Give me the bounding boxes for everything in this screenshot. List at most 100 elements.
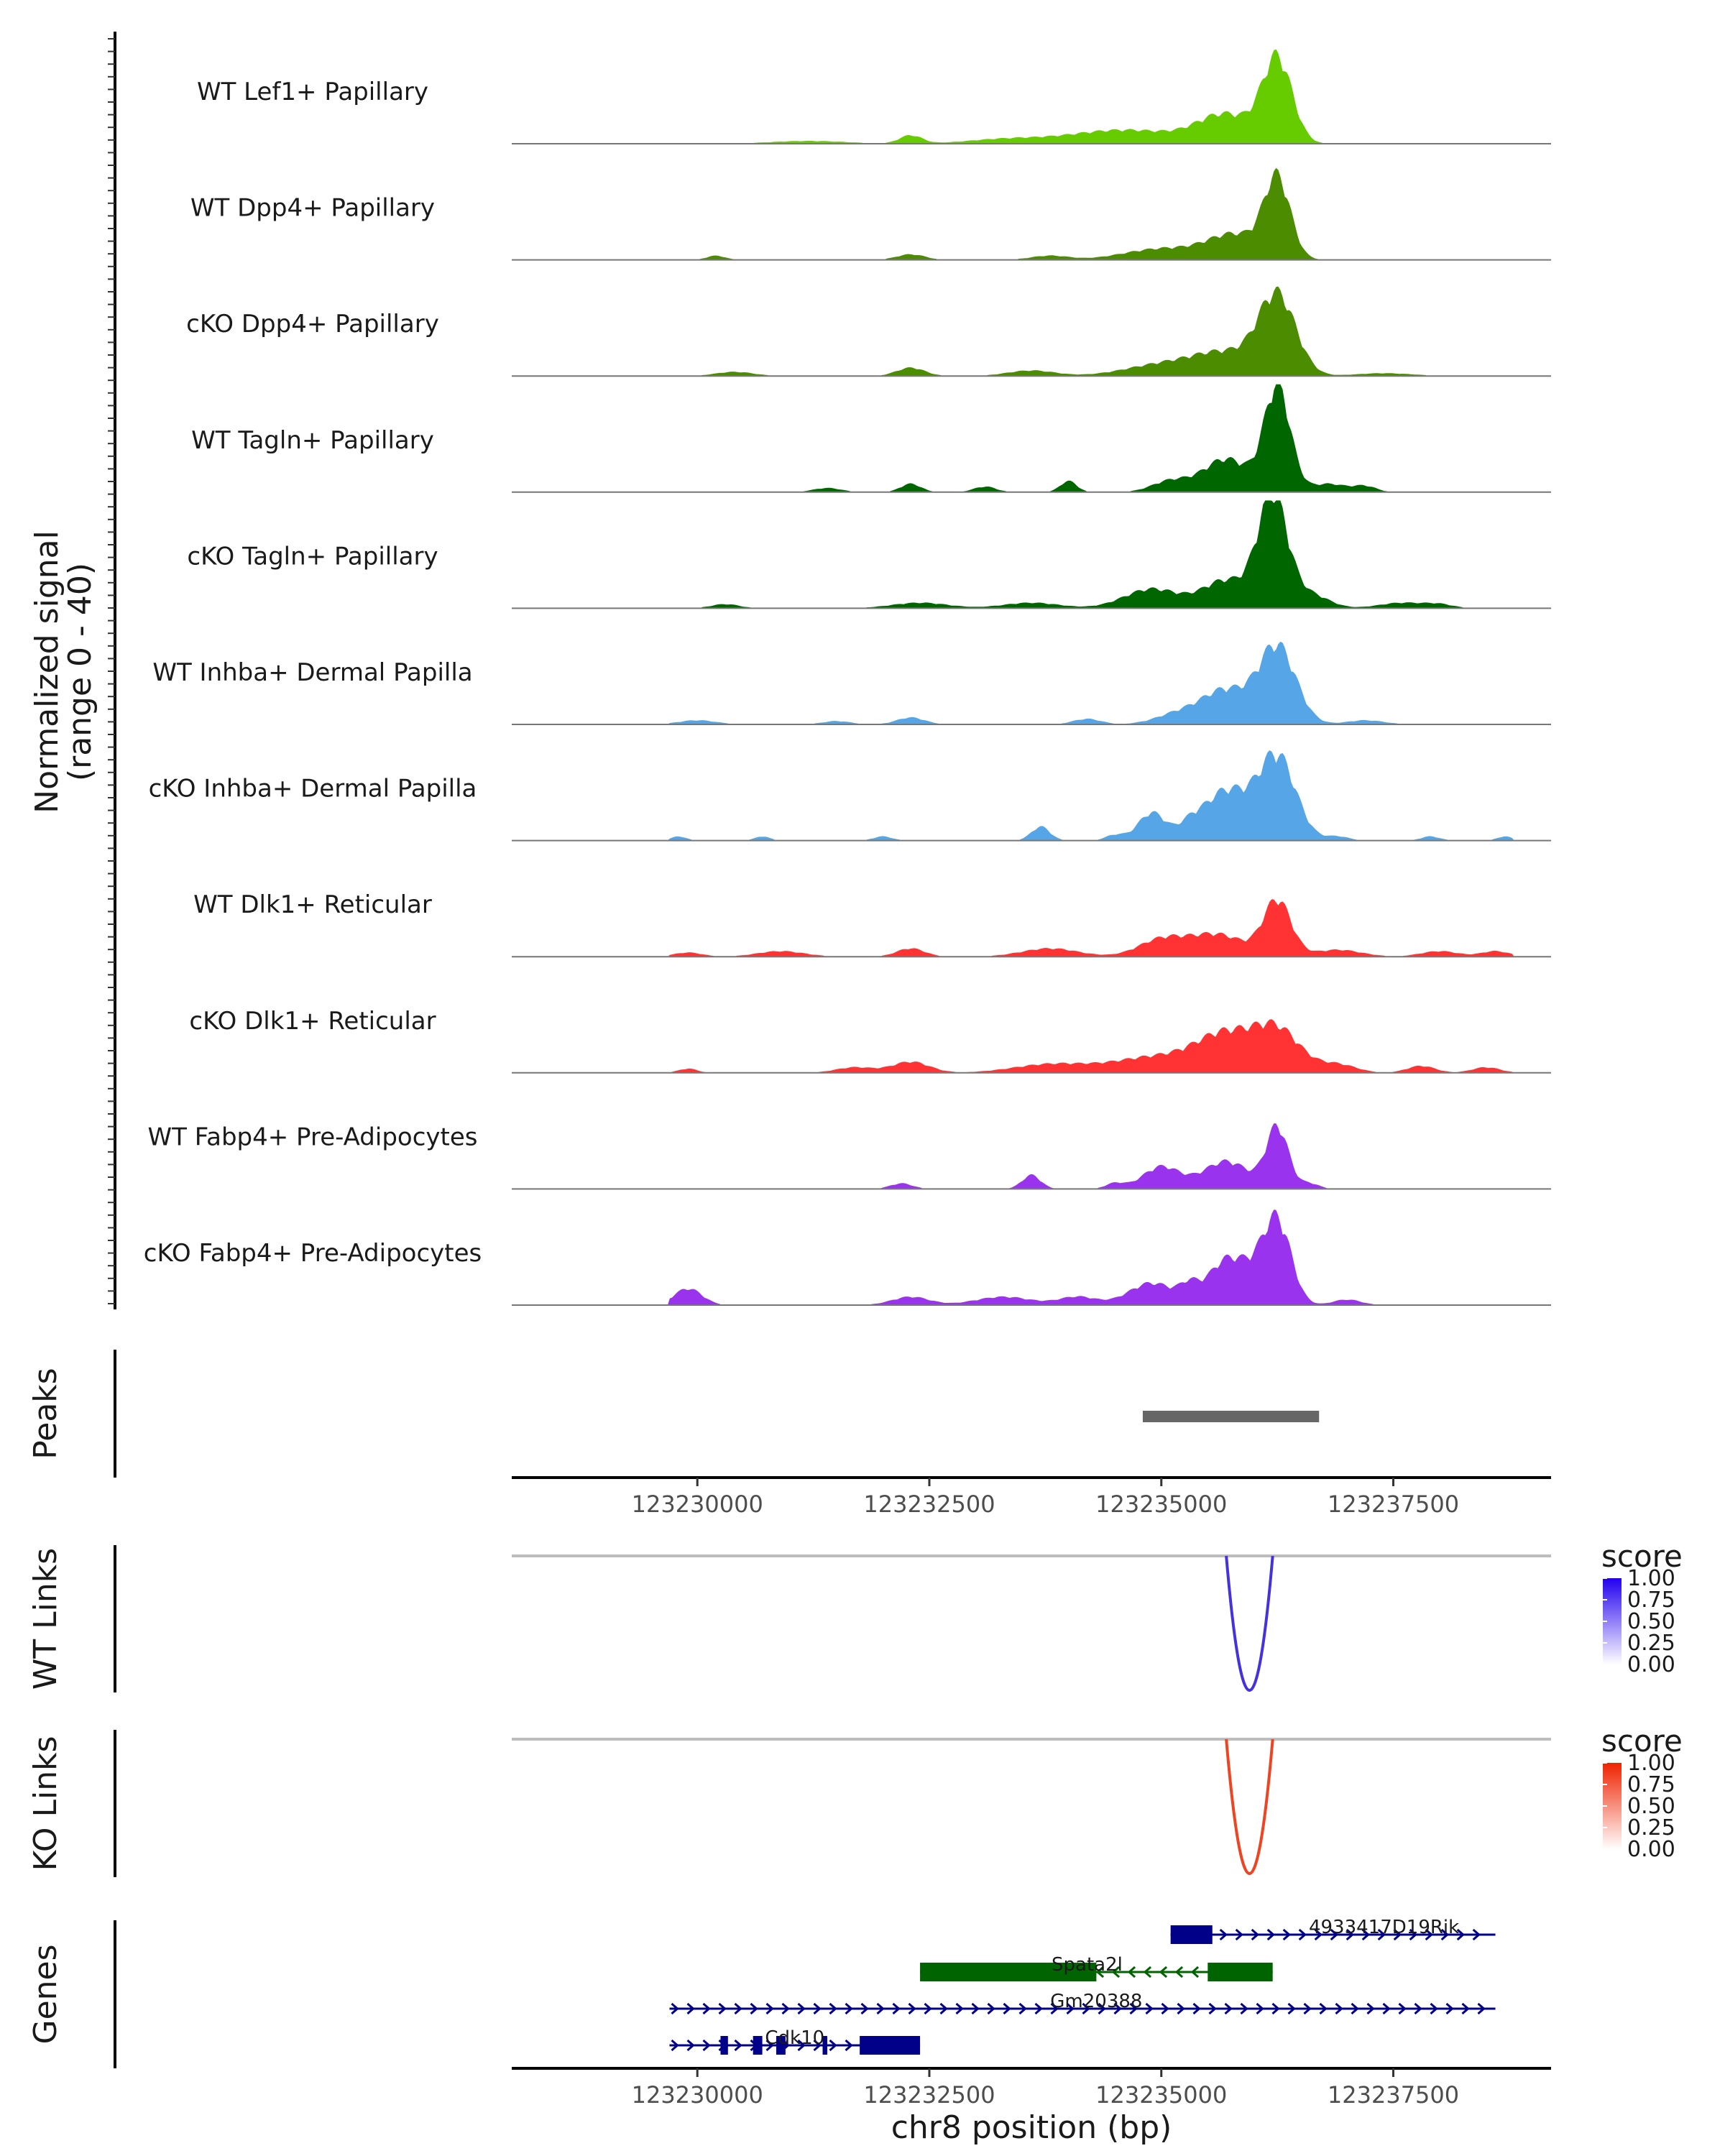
coverage-track: cKO Inhba+ Dermal Papilla [149, 750, 1551, 842]
gene-strand-chevron [750, 2002, 758, 2015]
coverage-track: cKO Fabp4+ Pre-Adipocytes [144, 1210, 1551, 1306]
coverage-area [512, 899, 1551, 957]
coverage-area [512, 49, 1551, 144]
gene-models: 4933417D19Rik Spata2l Gm20388 Cdk10 [669, 1917, 1496, 2055]
gene-label: Gm20388 [1050, 1991, 1142, 2012]
coverage-track: cKO Dpp4+ Papillary [186, 286, 1551, 377]
gene-strand-chevron [860, 2002, 869, 2015]
gene-strand-chevron [734, 2039, 742, 2052]
gene-strand-chevron [1351, 2002, 1359, 2015]
gene-strand-chevron [845, 2002, 853, 2015]
gene-strand-chevron [1409, 1928, 1417, 1941]
gene-strand-chevron [718, 2002, 727, 2015]
coverage-track-label: WT Inhba+ Dermal Papilla [152, 658, 472, 687]
gene-strand-chevron [924, 2002, 932, 2015]
gene-strand-chevron [1271, 2002, 1280, 2015]
gene-strand-chevron [1398, 2002, 1407, 2015]
x-axis-tick-label: 123237500 [1328, 2081, 1459, 2109]
gene-strand-chevron [1377, 1928, 1386, 1941]
genes-panel-label: Genes [27, 1944, 64, 2044]
x-axis-peaks: 123230000 123232500 123235000 123237500 [512, 1476, 1551, 1518]
gene-strand-chevron [734, 2002, 742, 2015]
gene-strand-chevron [686, 2002, 695, 2015]
coverage-area [512, 286, 1551, 377]
gene-strand-chevron [1440, 1928, 1449, 1941]
gene-strand-chevron [1330, 1928, 1338, 1941]
gene-strand-chevron [797, 2039, 806, 2052]
coverage-track-label: WT Dlk1+ Reticular [193, 890, 432, 919]
coverage-area [512, 167, 1551, 260]
legend-tick-label: 0.75 [1627, 1772, 1675, 1797]
gene-strand-chevron [671, 2002, 679, 2015]
coverage-track: WT Fabp4+ Pre-Adipocytes [148, 1123, 1551, 1190]
gene-strand-chevron [1319, 2002, 1328, 2015]
coverage-track: WT Dpp4+ Papillary [190, 167, 1551, 261]
gene-label: 4933417D19Rik [1309, 1917, 1459, 1938]
gene-strand-chevron [987, 2002, 995, 2015]
gene-strand-chevron [1314, 1928, 1322, 1941]
gene-strand-chevron [671, 2039, 679, 2052]
gene-strand-chevron [765, 2002, 774, 2015]
gene-strand-chevron [971, 2002, 980, 2015]
gene-strand-chevron [1335, 2002, 1343, 2015]
gene-strand-chevron [797, 2002, 806, 2015]
gene-exon [860, 2036, 921, 2055]
coverage-area [512, 1123, 1551, 1189]
coverage-track: cKO Dlk1+ Reticular [189, 1007, 1551, 1074]
gene-strand-chevron [813, 2039, 822, 2052]
coverage-ylabel-line1: Normalized signal [29, 530, 65, 814]
legend-tick-label: 1.00 [1627, 1751, 1675, 1776]
gene-strand-chevron [1282, 1928, 1291, 1941]
gene-label: Spata2l [1052, 1954, 1123, 1976]
coverage-track-label: cKO Tagln+ Papillary [187, 542, 438, 571]
gene-strand-chevron [1303, 2002, 1312, 2015]
gene-strand-chevron [1477, 2002, 1486, 2015]
gene-strand-chevron [702, 2039, 711, 2052]
gene-strand-chevron [1145, 2002, 1154, 2015]
gene-strand-chevron [845, 2039, 853, 2052]
gene-strand-chevron [1414, 2002, 1422, 2015]
coverage-track-label: cKO Inhba+ Dermal Papilla [149, 775, 477, 803]
legend-title: score [1601, 1723, 1683, 1759]
peak-interval [1142, 1411, 1320, 1422]
coverage-track: WT Tagln+ Papillary [191, 384, 1551, 493]
gene-exon [1208, 1963, 1273, 1981]
gene-strand-chevron [1472, 1928, 1481, 1941]
x-axis-tick-label: 123230000 [632, 2081, 763, 2109]
gene-strand-chevron [1129, 2002, 1138, 2015]
gene-strand-chevron [1266, 1928, 1275, 1941]
gene-strand-chevron [1066, 2002, 1075, 2015]
gene-strand-chevron [1366, 2002, 1375, 2015]
link-arc [1225, 1738, 1274, 1875]
coverage-track-label: WT Fabp4+ Pre-Adipocytes [148, 1123, 478, 1151]
gene-strand-chevron [876, 2002, 885, 2015]
links-panel-label: KO Links [27, 1736, 64, 1871]
gene-strand-chevron [1445, 2002, 1454, 2015]
gene-strand-chevron [702, 2002, 711, 2015]
legend-tick-label: 0.25 [1627, 1631, 1675, 1656]
links-panel-label: WT Links [27, 1548, 64, 1690]
peak-intervals [1142, 1411, 1320, 1422]
legend-title: score [1601, 1539, 1683, 1574]
gene-strand-chevron [892, 2002, 901, 2015]
coverage-track-label: cKO Dlk1+ Reticular [189, 1007, 436, 1036]
gene-strand-chevron [1382, 2002, 1391, 2015]
gene-strand-chevron [1177, 2002, 1185, 2015]
gene-exon [822, 2036, 827, 2055]
coverage-track: WT Lef1+ Papillary [197, 49, 1551, 144]
gene-model: Cdk10 [669, 2027, 921, 2055]
gene-strand-chevron [1003, 2002, 1011, 2015]
legend-tick-label: 1.00 [1627, 1566, 1675, 1591]
gene-strand-chevron [829, 2039, 837, 2052]
gene-strand-chevron [765, 2039, 774, 2052]
gene-exon [720, 2036, 728, 2055]
coverage-tracks: WT Lef1+ Papillary WT Dpp4+ Papillary cKO … [144, 49, 1551, 1306]
legend-tick-label: 0.00 [1627, 1837, 1675, 1862]
peaks-panel-label: Peaks [27, 1368, 64, 1459]
legend-tick-label: 0.00 [1627, 1652, 1675, 1677]
coverage-area [512, 500, 1551, 609]
gene-strand-chevron [686, 2039, 695, 2052]
gene-strand-chevron [1174, 1966, 1184, 1978]
x-axis-tick-label: 123235000 [1095, 1491, 1227, 1518]
